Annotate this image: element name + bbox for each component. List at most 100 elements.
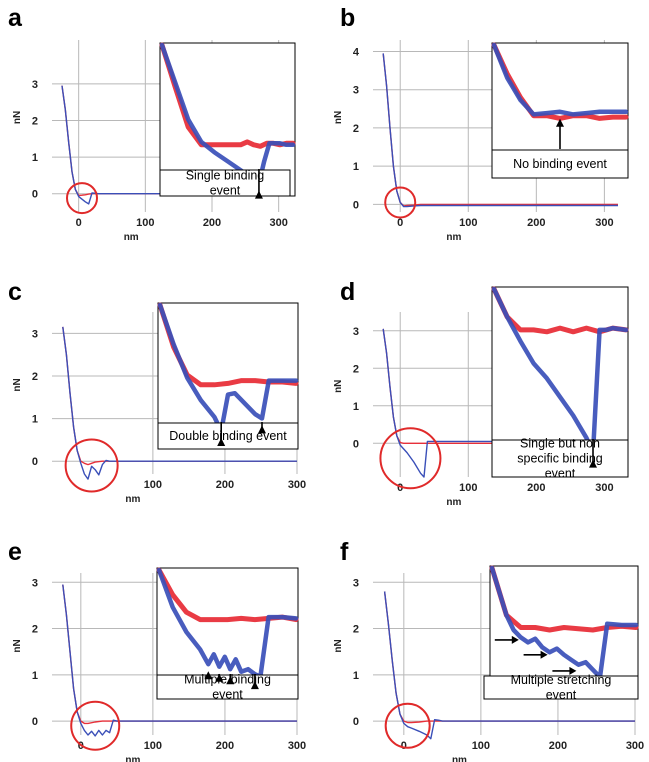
panel-b: b 0 1 2 3 4 0 100 200 300 nm nN No binding event [333, 4, 629, 243]
inset-retract-curve [491, 42, 629, 117]
y-tick-label: 3 [32, 328, 38, 340]
retract-curve [62, 584, 297, 737]
y-tick-label: 2 [32, 624, 38, 636]
panel-c: c 0 1 2 3 100 200 300 nm nN Double binding event [8, 278, 306, 505]
event-arrow-head [556, 118, 564, 127]
x-axis-label: nm [125, 755, 140, 762]
y-tick-label: 1 [353, 670, 359, 682]
x-axis-label: nm [446, 232, 461, 243]
y-axis-label: nN [12, 111, 23, 124]
x-tick-label: 100 [459, 482, 477, 494]
x-tick-label: 200 [527, 482, 545, 494]
stretch-arrow-head [511, 635, 519, 644]
panel-d: d 0 1 2 3 0 100 200 300 nm nN Single but non specifi… [333, 278, 629, 508]
x-axis-label: nm [124, 232, 139, 243]
y-tick-label: 1 [32, 414, 38, 426]
y-tick-label: 0 [353, 199, 359, 211]
y-tick-label: 3 [32, 577, 38, 589]
callout-label: Single binding event [186, 169, 265, 198]
y-tick-label: 0 [353, 438, 359, 450]
x-tick-label: 200 [549, 740, 567, 752]
y-tick-label: 2 [353, 363, 359, 375]
x-tick-label: 200 [216, 479, 234, 491]
y-tick-label: 3 [353, 85, 359, 97]
x-tick-label: 300 [269, 217, 287, 229]
x-axis-label: nm [452, 755, 467, 762]
event-arrow-head [226, 676, 235, 685]
x-tick-label: 100 [144, 479, 162, 491]
callout-label: Multiple stretching event [511, 673, 612, 702]
x-axis-label: nm [446, 497, 461, 508]
x-tick-label: 200 [216, 740, 234, 752]
y-tick-label: 2 [32, 371, 38, 383]
inset-retract-curve [156, 567, 299, 679]
panel-letter: b [340, 4, 355, 32]
panel-letter: c [8, 278, 22, 306]
event-arrow-head [250, 681, 259, 690]
panel-a: a 0 1 2 3 0 100 200 300 nm nN Single binding event [8, 4, 296, 243]
y-axis-label: nN [333, 639, 344, 652]
callout-label: Multiple binding event [184, 673, 271, 702]
highlight-circle [384, 702, 431, 749]
y-axis-label: nN [333, 380, 344, 393]
x-tick-label: 0 [397, 482, 403, 494]
y-tick-label: 2 [353, 123, 359, 135]
y-axis-label: nN [333, 111, 344, 124]
highlight-circle [379, 427, 442, 490]
callout-box [159, 169, 291, 197]
x-tick-label: 100 [459, 217, 477, 229]
y-axis-label: nN [12, 639, 23, 652]
y-tick-label: 2 [32, 116, 38, 128]
y-axis-label: nN [12, 378, 23, 391]
inset-approach-curve [489, 565, 639, 633]
x-tick-label: 300 [595, 482, 613, 494]
y-tick-label: 3 [353, 577, 359, 589]
callout-box [491, 439, 629, 478]
y-tick-label: 4 [353, 46, 360, 58]
x-tick-label: 200 [203, 217, 221, 229]
highlight-circle [70, 700, 121, 751]
highlight-circle [64, 438, 119, 493]
x-tick-label: 0 [76, 217, 82, 229]
y-tick-label: 3 [32, 79, 38, 91]
callout-label: No binding event [513, 157, 607, 171]
inset-retract-curve [157, 302, 299, 434]
event-arrow-head [254, 190, 263, 199]
x-tick-label: 100 [144, 740, 162, 752]
stretch-arrow-head [569, 666, 577, 675]
event-arrow-head [217, 438, 226, 446]
x-tick-label: 300 [288, 740, 306, 752]
event-arrow-head [258, 425, 266, 434]
event-arrow-head [215, 673, 224, 682]
y-tick-label: 3 [353, 326, 359, 338]
y-tick-label: 0 [32, 189, 38, 201]
callout-label: Double binding event [169, 429, 287, 443]
panel-letter: f [340, 538, 349, 566]
y-tick-label: 0 [32, 716, 38, 728]
x-tick-label: 100 [136, 217, 154, 229]
retract-curve [382, 53, 618, 208]
callout-box [156, 674, 299, 700]
x-tick-label: 300 [626, 740, 644, 752]
y-tick-label: 1 [353, 401, 359, 413]
y-tick-label: 2 [353, 624, 359, 636]
inset-retract-curve [491, 286, 629, 455]
callout-label: Single but non specific binding event [517, 437, 603, 481]
callout-box [491, 149, 629, 179]
highlight-circle [384, 186, 417, 219]
y-tick-label: 1 [32, 152, 38, 164]
x-tick-label: 100 [472, 740, 490, 752]
retract-curve [62, 326, 297, 480]
panel-letter: d [340, 278, 355, 306]
event-arrow-head [204, 671, 213, 680]
y-tick-label: 1 [353, 161, 359, 173]
x-tick-label: 300 [288, 479, 306, 491]
x-tick-label: 200 [527, 217, 545, 229]
y-tick-label: 0 [32, 456, 38, 468]
event-arrow-head [589, 459, 597, 468]
callout-box [483, 675, 639, 700]
x-tick-label: 0 [397, 217, 403, 229]
callout-box [157, 422, 299, 450]
